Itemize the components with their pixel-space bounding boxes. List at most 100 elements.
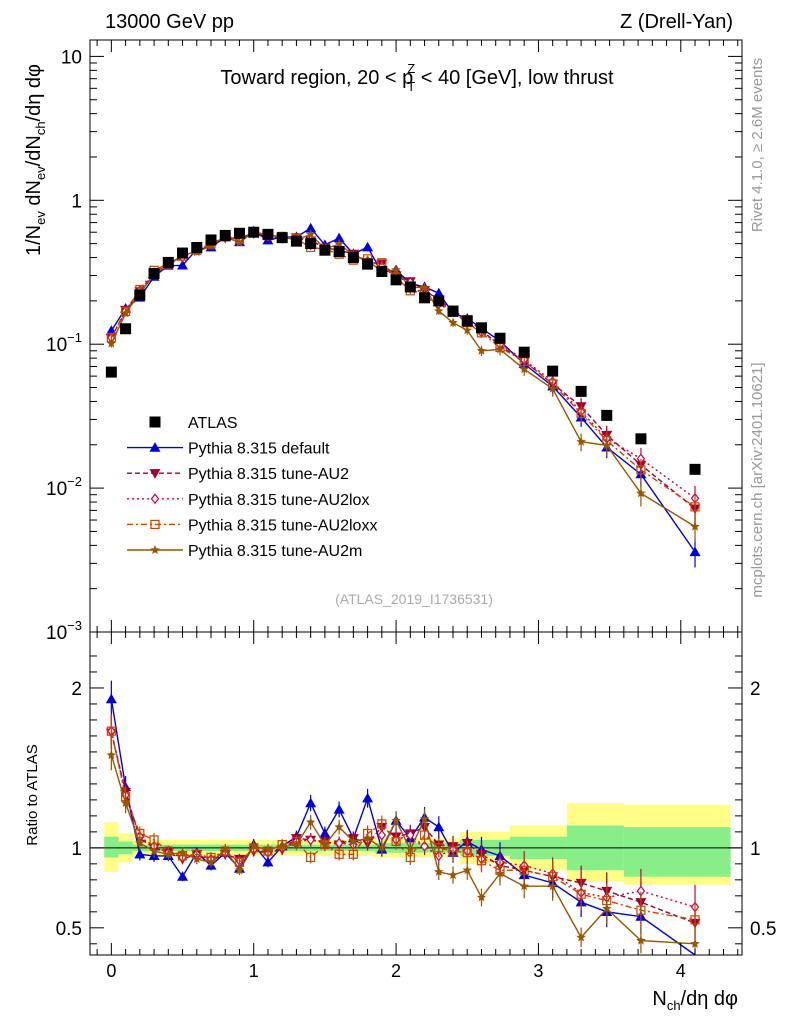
ratio-axis-label: Ratio to ATLAS: [24, 744, 41, 845]
legend-label-5: Pythia 8.315 tune-AU2m: [188, 543, 362, 560]
atlas-point: [575, 385, 587, 397]
y-tick-label: 10−3: [46, 618, 82, 644]
atlas-point: [390, 274, 402, 286]
data-point: [689, 546, 701, 557]
ratio-point: [334, 822, 344, 832]
ratio-point: [334, 837, 344, 849]
ratio-point: [433, 821, 445, 832]
ratio-point: [405, 844, 416, 854]
x-tick-label: 4: [676, 961, 686, 981]
analysis-label: (ATLAS_2019_I1736531): [335, 591, 493, 607]
ratio-tick-label-right: 1: [750, 839, 761, 860]
ratio-point: [377, 829, 387, 841]
atlas-point: [262, 228, 274, 240]
y-tick-label: 10−1: [46, 330, 82, 356]
atlas-point: [233, 227, 245, 239]
ratio-point: [406, 829, 415, 841]
data-point: [433, 287, 445, 298]
data-point: [519, 364, 529, 374]
atlas-point: [219, 229, 231, 241]
legend-marker-4: [150, 519, 160, 530]
series-line-4: [110, 230, 696, 528]
data-point: [234, 237, 245, 247]
atlas-point: [105, 366, 117, 378]
data-point: [305, 222, 317, 233]
legend-label-2: Pythia 8.315 tune-AU2: [188, 466, 349, 483]
ratio-point: [192, 854, 202, 864]
legend-label-4: Pythia 8.315 tune-AU2loxx: [188, 517, 377, 534]
legend-marker-1: [149, 442, 161, 452]
atlas-point: [419, 292, 431, 304]
atlas-point: [362, 258, 374, 270]
data-point: [690, 521, 700, 531]
atlas-point: [518, 346, 530, 358]
ratio-point: [362, 792, 374, 803]
data-point: [636, 465, 646, 475]
data-point: [434, 306, 444, 316]
data-point: [305, 229, 316, 239]
atlas-point: [191, 241, 203, 253]
x-tick-label: 1: [249, 961, 259, 981]
ratio-point: [348, 836, 359, 846]
ratio-line-1: [110, 732, 696, 924]
ratio-point: [462, 865, 472, 875]
data-point: [106, 338, 117, 348]
rivet-label: Rivet 4.1.0, ≥ 2.6M events: [749, 58, 766, 232]
legend-label-3: Pythia 8.315 tune-AU2lox: [188, 492, 369, 509]
ratio-line-3: [110, 730, 696, 921]
data-point: [334, 239, 344, 248]
ratio-point: [206, 857, 216, 867]
atlas-point: [635, 433, 647, 445]
ratio-point: [320, 839, 330, 849]
series-line-1: [110, 232, 696, 510]
process-label: Z (Drell-Yan): [620, 11, 733, 33]
x-tick-label: 2: [391, 961, 401, 981]
data-point: [576, 436, 586, 446]
atlas-point: [494, 332, 506, 344]
ratio-tick-label: 0.5: [56, 919, 82, 940]
atlas-point: [177, 247, 189, 259]
data-point: [636, 488, 646, 498]
atlas-point: [475, 322, 487, 334]
ratio-point: [377, 819, 387, 829]
ratio-point: [448, 870, 458, 880]
data-point: [177, 259, 189, 270]
atlas-point: [601, 409, 613, 421]
atlas-point: [404, 281, 416, 293]
ratio-point: [420, 840, 429, 852]
ratio-point: [220, 844, 230, 854]
ratio-point: [305, 797, 317, 808]
ratio-point: [576, 889, 586, 899]
atlas-point: [447, 305, 459, 317]
y-tick-label: 1: [71, 191, 82, 212]
atlas-point: [205, 234, 217, 246]
atlas-point: [376, 266, 388, 278]
ratio-point: [305, 817, 316, 827]
atlas-point: [305, 238, 317, 250]
data-point: [362, 241, 374, 252]
ratio-point: [476, 856, 487, 866]
ratio-point: [495, 868, 505, 878]
axes-frames: [89, 39, 743, 956]
ratio-point: [576, 932, 586, 942]
ratio-point: [391, 815, 401, 825]
ratio-tick-label-right: 0.5: [750, 919, 776, 940]
ratio-point: [334, 849, 344, 859]
ratio-point: [377, 842, 387, 852]
data-point: [391, 265, 401, 274]
ratio-point: [348, 849, 358, 859]
ratio-axes-frame: [89, 631, 743, 956]
ratio-point: [434, 866, 444, 876]
legend: ATLAS Pythia 8.315 default Pythia 8.315 tu…: [127, 415, 377, 560]
ratio-point: [547, 881, 558, 891]
atlas-point: [547, 365, 559, 377]
band-green-0: [104, 836, 119, 858]
data-point: [476, 345, 487, 355]
data-point: [602, 440, 612, 450]
atlas-point: [333, 246, 345, 258]
atlas-point: [290, 235, 302, 247]
legend-marker-2: [149, 469, 161, 479]
series-line-0: [110, 227, 696, 553]
legend-label-1: Pythia 8.315 default: [188, 441, 330, 458]
ratio-point: [106, 726, 116, 736]
